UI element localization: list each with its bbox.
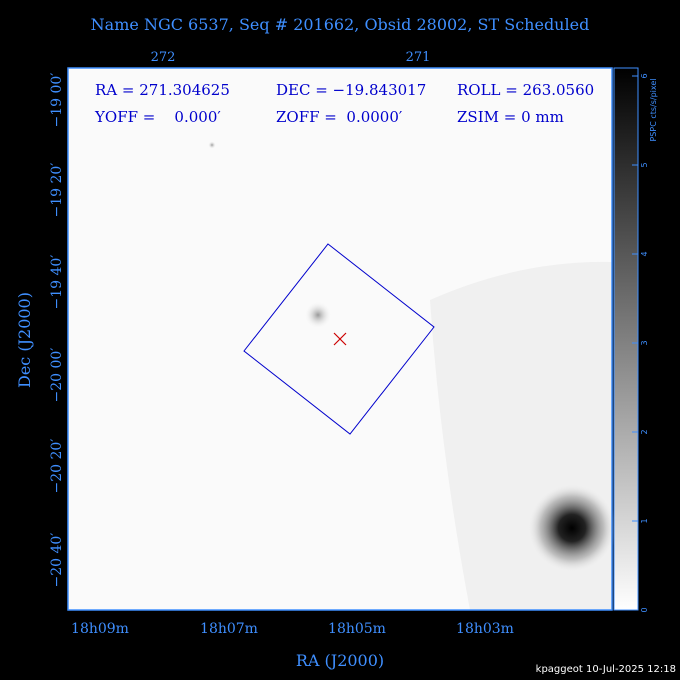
colorbar-scale — [613, 67, 639, 611]
dec: DEC = −19.843017 — [276, 81, 426, 99]
colorbar-tick-label: 3 — [640, 340, 649, 345]
colorbar-tick-label: 2 — [640, 429, 649, 434]
left-tick-label: −19 20′ — [49, 163, 65, 218]
bottom-tick-label: 18h07m — [200, 621, 258, 637]
x-axis-label: RA (J2000) — [296, 651, 384, 670]
bottom-tick-label: 18h09m — [71, 621, 129, 637]
yoff: YOFF = 0.000′ — [94, 108, 221, 126]
footer: kpaggeot 10-Jul-2025 12:18 — [536, 664, 676, 675]
header: RA = 271.304625 DEC = −19.843017 ROLL = … — [94, 81, 594, 126]
sky-image — [67, 67, 617, 611]
faint-source — [208, 141, 216, 149]
title: Name NGC 6537, Seq # 201662, Obsid 28002… — [91, 15, 590, 34]
bottom-tick-label: 18h05m — [328, 621, 386, 637]
colorbar-tick-label: 5 — [640, 162, 649, 167]
colorbar-tick-label: 4 — [640, 251, 649, 256]
aimpoint — [333, 332, 347, 346]
colorbar-tick-label: 6 — [640, 73, 649, 78]
left-tick-label: −20 00′ — [49, 348, 65, 403]
axes: 272 271 −19 00′ −19 20′ −19 40′ −20 00′ … — [15, 50, 514, 670]
zsim: ZSIM = 0 mm — [457, 108, 564, 126]
zoff: ZOFF = 0.0000′ — [276, 108, 403, 126]
top-tick-label: 271 — [406, 50, 431, 65]
left-tick-label: −20 40′ — [49, 533, 65, 588]
y-axis-label: Dec (J2000) — [15, 292, 34, 388]
colorbar-tick-label: 1 — [640, 518, 649, 523]
left-tick-label: −20 20′ — [49, 439, 65, 494]
detector-footprint — [243, 243, 435, 435]
roll: ROLL = 263.0560 — [457, 81, 594, 99]
left-tick-label: −19 00′ — [49, 73, 65, 128]
left-tick-label: −19 40′ — [49, 255, 65, 310]
colorbar-tick-label: 0 — [640, 607, 649, 612]
target-source — [304, 301, 332, 329]
colorbar: PSPC cts/s/pixel 0 1 2 3 4 5 6 — [613, 67, 658, 613]
ra: RA = 271.304625 — [95, 81, 230, 99]
bright-source — [527, 483, 617, 573]
top-tick-label: 272 — [151, 50, 176, 65]
bottom-tick-label: 18h03m — [456, 621, 514, 637]
frame — [67, 67, 613, 611]
colorbar-label: PSPC cts/s/pixel — [649, 78, 658, 141]
